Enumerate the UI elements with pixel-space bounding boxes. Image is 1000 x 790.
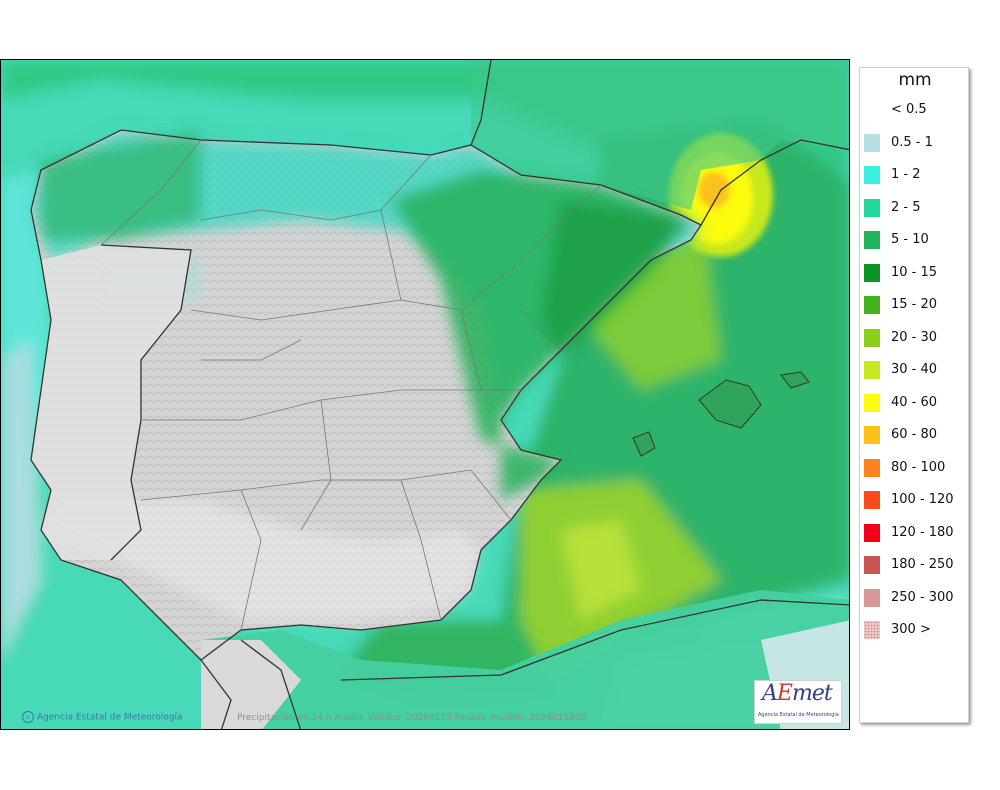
legend-swatch — [864, 361, 880, 379]
legend-label: 20 - 30 — [891, 329, 938, 345]
aemet-logo: AEmet Agencia Estatal de Meteorología — [754, 680, 842, 724]
legend-item: 20 - 30 — [864, 328, 968, 347]
copyright-note: c Agencia Estatal de Meteorología — [22, 711, 183, 723]
legend-item: 5 - 10 — [864, 231, 968, 249]
legend-label: 1 - 2 — [891, 167, 921, 182]
legend-label: < 0.5 — [891, 102, 927, 117]
legend-item: 40 - 60 — [864, 393, 968, 412]
copyright-icon: c — [22, 711, 34, 723]
legend-unit: mm — [898, 70, 932, 90]
legend-swatch — [864, 556, 880, 574]
legend-item: < 0.5 — [864, 101, 968, 119]
legend-swatch — [864, 523, 880, 542]
legend-label: 250 - 300 — [891, 589, 954, 605]
legend-swatch — [864, 588, 880, 607]
legend-swatch — [864, 166, 880, 184]
legend-item: 2 - 5 — [864, 198, 968, 217]
legend-label: 120 - 180 — [891, 524, 954, 540]
legend-label: 60 - 80 — [891, 427, 938, 442]
balearic-islands — [632, 371, 810, 457]
legend-item: 60 - 80 — [864, 426, 968, 444]
legend-label: 180 - 250 — [891, 557, 954, 572]
legend-item: 100 - 120 — [864, 491, 968, 509]
map-caption: Precipitación en 24 h media. Validez: 20… — [237, 713, 587, 723]
legend-label: 80 - 100 — [891, 459, 946, 475]
legend-item: 180 - 250 — [864, 556, 968, 574]
legend-label: 30 - 40 — [891, 362, 938, 377]
legend-label: 300 > — [891, 622, 931, 637]
precipitation-legend: mm < 0.5 0.5 - 1 1 - 2 2 - 5 5 - 10 10 - 15 15… — [859, 67, 969, 723]
legend-item: 0.5 - 1 — [864, 133, 968, 152]
legend-label: 10 - 15 — [891, 264, 938, 280]
logo-subtitle: Agencia Estatal de Meteorología — [758, 712, 839, 718]
legend-label: 15 - 20 — [891, 297, 938, 312]
legend-item: 10 - 15 — [864, 263, 968, 282]
legend-item: 300 > — [864, 621, 968, 639]
legend-item: 15 - 20 — [864, 296, 968, 314]
legend-item: 80 - 100 — [864, 458, 968, 477]
legend-label: 100 - 120 — [891, 492, 954, 507]
legend-swatch — [864, 263, 880, 282]
legend-label: 2 - 5 — [891, 199, 921, 215]
legend-swatch — [864, 393, 880, 412]
france — [471, 60, 849, 210]
legend-label: 40 - 60 — [891, 394, 938, 410]
legend-swatch — [864, 458, 880, 477]
legend-swatch — [864, 328, 880, 347]
legend-swatch — [864, 426, 880, 444]
legend-item: 1 - 2 — [864, 166, 968, 184]
legend-swatch — [864, 198, 880, 217]
legend-swatch — [864, 231, 880, 249]
legend-swatch — [864, 621, 880, 639]
region-borders — [100, 139, 602, 631]
legend-swatch — [864, 491, 880, 509]
legend-item: 30 - 40 — [864, 361, 968, 379]
legend-swatch — [864, 296, 880, 314]
legend-label: 0.5 - 1 — [891, 134, 933, 150]
legend-label: 5 - 10 — [891, 232, 929, 247]
legend-item: 120 - 180 — [864, 523, 968, 542]
copyright-text: Agencia Estatal de Meteorología — [37, 712, 183, 723]
legend-swatch — [864, 133, 880, 152]
country-borders — [30, 60, 849, 729]
precipitation-map — [0, 59, 850, 730]
land — [31, 130, 701, 660]
map-canvas — [1, 60, 849, 729]
logo-wordmark: AEmet — [762, 681, 833, 706]
legend-item: 250 - 300 — [864, 588, 968, 607]
